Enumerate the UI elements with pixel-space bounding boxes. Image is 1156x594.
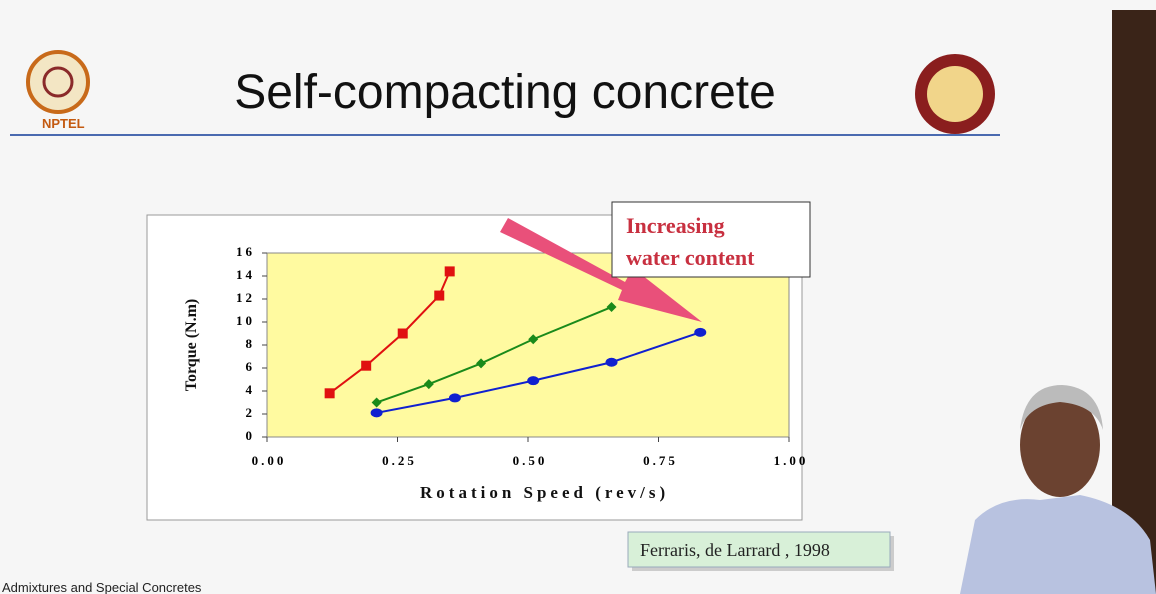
marker bbox=[694, 328, 706, 337]
y-tick-label: 2 bbox=[246, 405, 256, 420]
y-tick-label: 12 bbox=[236, 290, 255, 305]
callout-line: water content bbox=[626, 245, 755, 270]
page: NPTEL Self-compacting concrete 0 2 4 6 8 10 12… bbox=[0, 0, 1156, 594]
y-tick-label: 8 bbox=[246, 336, 256, 351]
nptel-logo bbox=[28, 52, 88, 112]
x-axis-label: Rotation Speed (rev/s) bbox=[420, 483, 669, 502]
marker bbox=[527, 376, 539, 385]
y-tick-label: 14 bbox=[236, 267, 255, 282]
x-tick-label: 0.50 bbox=[513, 453, 548, 468]
y-axis-label: Torque (N.m) bbox=[183, 299, 200, 391]
callout-line: Increasing bbox=[626, 213, 725, 238]
citation: Ferraris, de Larrard , 1998 bbox=[640, 540, 830, 560]
marker bbox=[449, 393, 461, 402]
x-tick-label: 0.00 bbox=[252, 453, 287, 468]
y-tick-label: 10 bbox=[236, 313, 255, 328]
marker bbox=[606, 358, 618, 367]
x-tick-label: 0.75 bbox=[643, 453, 678, 468]
plot-area bbox=[267, 253, 789, 437]
x-tick-label: 1.00 bbox=[774, 453, 809, 468]
x-tick-label: 0.25 bbox=[382, 453, 417, 468]
marker bbox=[325, 388, 335, 398]
iit-logo-inner bbox=[927, 66, 983, 122]
marker bbox=[398, 329, 408, 339]
y-tick-label: 16 bbox=[236, 244, 255, 259]
marker bbox=[371, 408, 383, 417]
y-tick-label: 4 bbox=[246, 382, 256, 397]
side-strip bbox=[1112, 10, 1156, 594]
logo-text: NPTEL bbox=[42, 116, 85, 131]
marker bbox=[445, 266, 455, 276]
y-tick-label: 0 bbox=[246, 428, 256, 443]
slide-title: Self-compacting concrete bbox=[234, 66, 776, 119]
slide: NPTEL Self-compacting concrete 0 2 4 6 8 10 12… bbox=[0, 0, 1156, 594]
marker bbox=[361, 361, 371, 371]
y-tick-label: 6 bbox=[246, 359, 256, 374]
footer: Admixtures and Special Concretes bbox=[2, 580, 202, 594]
marker bbox=[434, 291, 444, 301]
